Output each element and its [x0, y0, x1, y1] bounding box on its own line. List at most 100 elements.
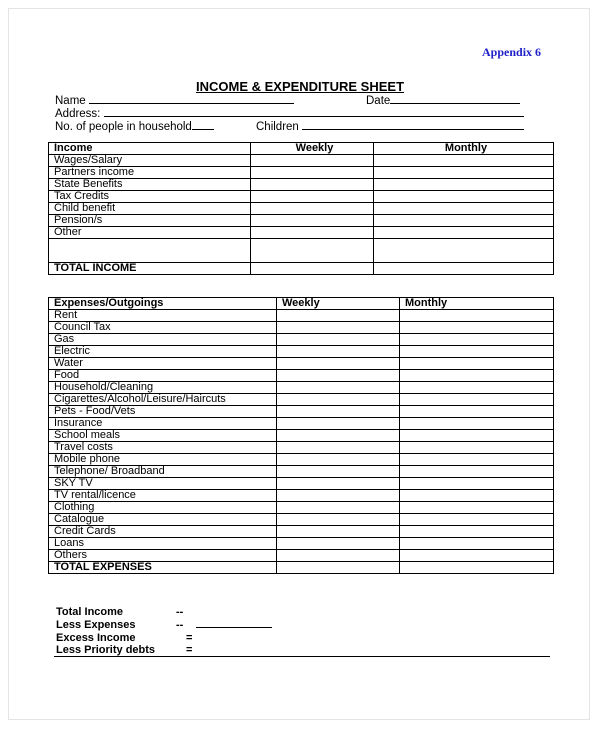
- summary-op: =: [186, 643, 193, 656]
- table-row: Wages/Salary: [48, 154, 554, 167]
- expenses-blank[interactable]: [196, 618, 273, 629]
- row-label: Tax Credits: [48, 190, 251, 203]
- table-row: Cigarettes/Alcohol/Leisure/Haircuts: [48, 393, 554, 406]
- monthly-cell[interactable]: [399, 525, 554, 538]
- monthly-cell[interactable]: [399, 453, 554, 466]
- weekly-cell[interactable]: [276, 333, 400, 346]
- monthly-cell[interactable]: [399, 489, 554, 502]
- row-label: Pets - Food/Vets: [48, 405, 277, 418]
- table-row: TV rental/licence: [48, 489, 554, 502]
- weekly-cell[interactable]: [276, 465, 400, 478]
- table-row: Mobile phone: [48, 453, 554, 466]
- monthly-cell[interactable]: [399, 405, 554, 418]
- monthly-cell[interactable]: [399, 477, 554, 490]
- monthly-cell[interactable]: [399, 309, 554, 322]
- children-label: Children: [256, 121, 299, 133]
- address-field[interactable]: Address:: [55, 106, 524, 121]
- household-label: No. of people in household: [55, 121, 192, 133]
- row-label: Other: [48, 226, 251, 239]
- total-row: TOTAL EXPENSES: [48, 561, 554, 574]
- monthly-cell[interactable]: [399, 501, 554, 514]
- weekly-cell[interactable]: [276, 429, 400, 442]
- weekly-cell[interactable]: [276, 561, 400, 574]
- summary-label: Total Income: [56, 606, 124, 618]
- name-field[interactable]: Name: [55, 93, 294, 108]
- weekly-cell[interactable]: [276, 453, 400, 466]
- monthly-header: Monthly: [373, 142, 554, 155]
- weekly-cell[interactable]: [250, 154, 374, 167]
- weekly-cell[interactable]: [276, 393, 400, 406]
- weekly-cell[interactable]: [276, 525, 400, 538]
- weekly-cell[interactable]: [250, 238, 374, 263]
- summary-priority-debts: Less Priority debts =: [56, 644, 272, 656]
- household-field[interactable]: No. of people in household: [55, 119, 214, 134]
- monthly-cell[interactable]: [399, 321, 554, 334]
- monthly-cell[interactable]: [399, 549, 554, 562]
- monthly-cell[interactable]: [399, 441, 554, 454]
- row-label: Electric: [48, 345, 277, 358]
- monthly-cell[interactable]: [373, 190, 554, 203]
- bottom-rule[interactable]: [54, 656, 550, 657]
- row-label: SKY TV: [48, 477, 277, 490]
- monthly-cell[interactable]: [399, 513, 554, 526]
- monthly-cell[interactable]: [373, 178, 554, 191]
- weekly-cell[interactable]: [276, 549, 400, 562]
- monthly-cell[interactable]: [373, 154, 554, 167]
- table-row: Gas: [48, 333, 554, 346]
- weekly-cell[interactable]: [250, 166, 374, 179]
- row-label: Council Tax: [48, 321, 277, 334]
- table-row: Insurance: [48, 417, 554, 430]
- table-row: Child benefit: [48, 202, 554, 215]
- weekly-cell[interactable]: [276, 489, 400, 502]
- monthly-cell[interactable]: [399, 465, 554, 478]
- monthly-cell[interactable]: [399, 393, 554, 406]
- monthly-cell[interactable]: [399, 345, 554, 358]
- monthly-cell[interactable]: [399, 357, 554, 370]
- weekly-cell[interactable]: [276, 477, 400, 490]
- monthly-header: Monthly: [399, 297, 554, 310]
- weekly-cell[interactable]: [276, 537, 400, 550]
- weekly-cell[interactable]: [250, 214, 374, 227]
- weekly-cell[interactable]: [276, 321, 400, 334]
- monthly-cell[interactable]: [373, 262, 554, 275]
- weekly-cell[interactable]: [276, 417, 400, 430]
- monthly-cell[interactable]: [373, 202, 554, 215]
- weekly-cell[interactable]: [250, 202, 374, 215]
- date-field[interactable]: Date: [366, 93, 521, 108]
- table-row: Loans: [48, 537, 554, 550]
- weekly-cell[interactable]: [250, 226, 374, 239]
- monthly-cell[interactable]: [373, 238, 554, 263]
- monthly-cell[interactable]: [373, 166, 554, 179]
- row-label: Child benefit: [48, 202, 251, 215]
- monthly-cell[interactable]: [399, 561, 554, 574]
- weekly-cell[interactable]: [276, 381, 400, 394]
- table-row: Others: [48, 549, 554, 562]
- monthly-cell[interactable]: [399, 537, 554, 550]
- monthly-cell[interactable]: [399, 369, 554, 382]
- name-label: Name: [55, 95, 86, 107]
- weekly-cell[interactable]: [276, 513, 400, 526]
- weekly-cell[interactable]: [276, 441, 400, 454]
- weekly-cell[interactable]: [276, 501, 400, 514]
- weekly-cell[interactable]: [250, 262, 374, 275]
- weekly-cell[interactable]: [276, 357, 400, 370]
- row-label: Rent: [48, 309, 277, 322]
- monthly-cell[interactable]: [373, 214, 554, 227]
- weekly-cell[interactable]: [250, 190, 374, 203]
- weekly-cell[interactable]: [276, 345, 400, 358]
- weekly-cell[interactable]: [276, 369, 400, 382]
- table-row: [48, 238, 554, 263]
- monthly-cell[interactable]: [399, 429, 554, 442]
- monthly-cell[interactable]: [373, 226, 554, 239]
- row-label: Catalogue: [48, 513, 277, 526]
- monthly-cell[interactable]: [399, 333, 554, 346]
- row-label: Water: [48, 357, 277, 370]
- children-field[interactable]: Children: [256, 119, 525, 134]
- weekly-cell[interactable]: [276, 405, 400, 418]
- weekly-cell[interactable]: [250, 178, 374, 191]
- table-row: Pets - Food/Vets: [48, 405, 554, 418]
- table-row: Travel costs: [48, 441, 554, 454]
- monthly-cell[interactable]: [399, 417, 554, 430]
- weekly-cell[interactable]: [276, 309, 400, 322]
- monthly-cell[interactable]: [399, 381, 554, 394]
